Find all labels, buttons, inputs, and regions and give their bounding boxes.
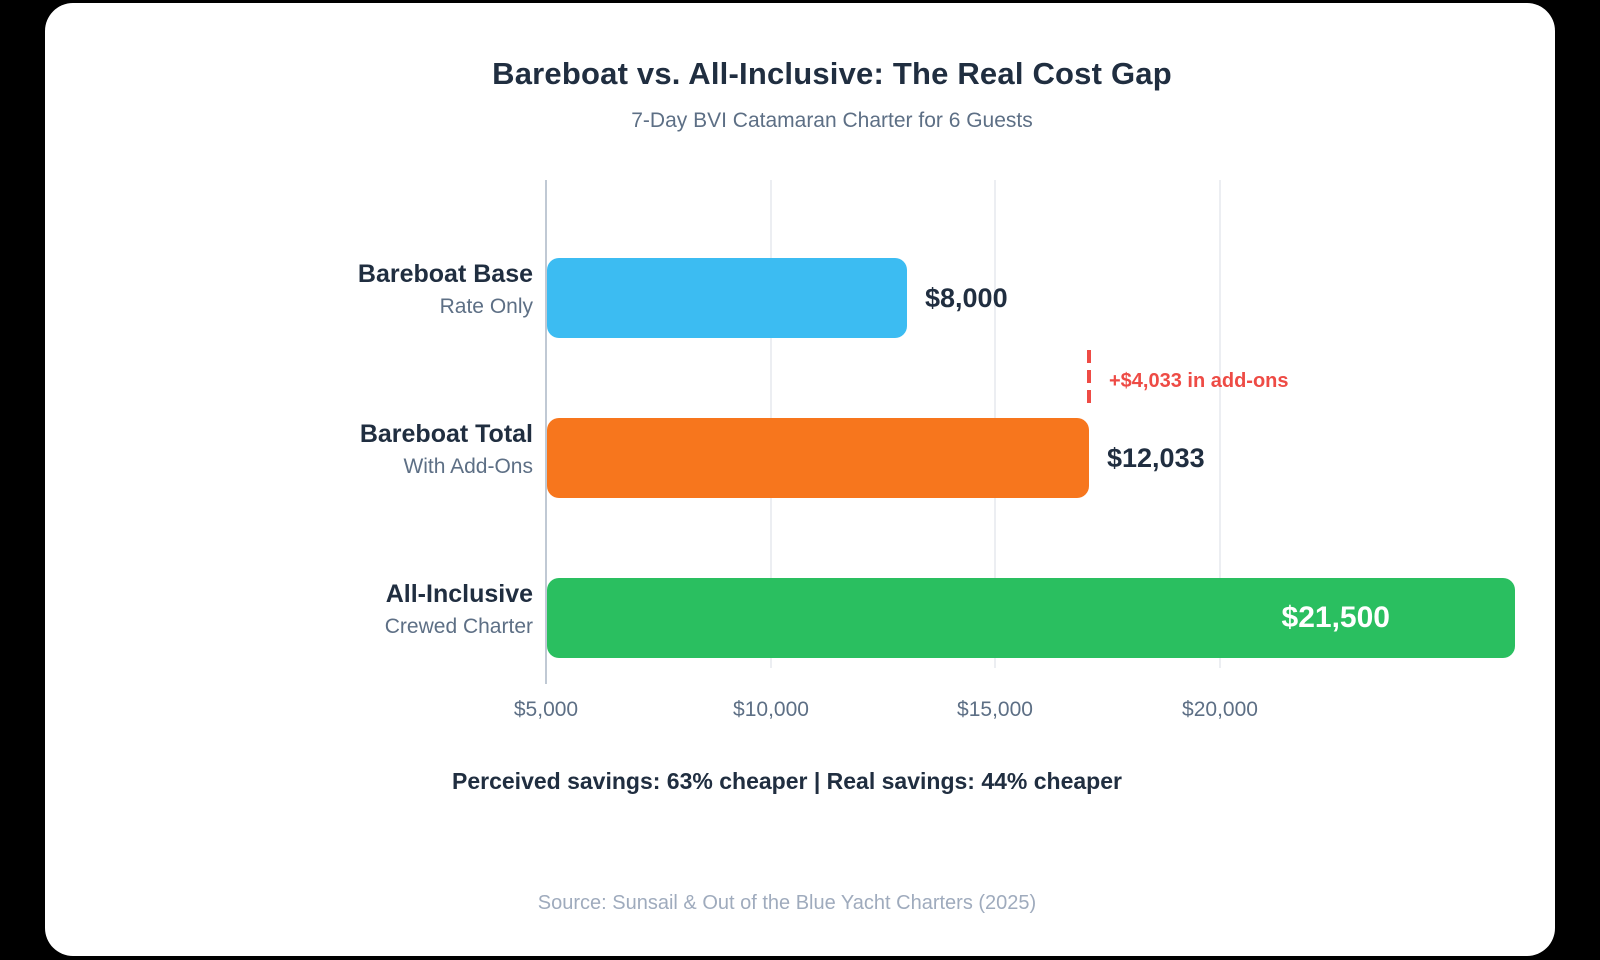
x-tick-label: $10,000 <box>733 698 809 721</box>
category-sublabel: Rate Only <box>439 295 533 318</box>
chart-title: Bareboat vs. All-Inclusive: The Real Cos… <box>492 56 1172 91</box>
category-label-bareboat-base: Bareboat Base Rate Only <box>140 258 533 320</box>
x-tick-label: $20,000 <box>1182 698 1258 721</box>
annotation-dashed-line <box>1087 350 1091 408</box>
category-label-bareboat-total: Bareboat Total With Add-Ons <box>140 418 533 480</box>
chart-subtitle: 7-Day BVI Catamaran Charter for 6 Guests <box>631 109 1033 132</box>
category-sublabel: Crewed Charter <box>384 615 533 638</box>
x-tick-label: $15,000 <box>957 698 1033 721</box>
bar-bareboat-total <box>547 418 1089 498</box>
category-sublabel: With Add-Ons <box>403 455 533 478</box>
annotation-label: +$4,033 in add-ons <box>1109 370 1289 392</box>
source-caption: Source: Sunsail & Out of the Blue Yacht … <box>537 892 1037 914</box>
gridline <box>1219 180 1221 668</box>
bar-all-inclusive <box>547 578 1515 658</box>
value-label-bareboat-total: $12,033 <box>1107 443 1205 473</box>
category-label-all-inclusive: All-Inclusive Crewed Charter <box>140 578 533 640</box>
value-label-bareboat-base: $8,000 <box>925 283 1008 313</box>
savings-footnote: Perceived savings: 63% cheaper | Real sa… <box>452 768 1122 794</box>
bar-bareboat-base <box>547 258 907 338</box>
category-label: Bareboat Base <box>357 260 533 288</box>
value-label-all-inclusive: $21,500 <box>1281 601 1390 634</box>
category-label: All-Inclusive <box>385 580 533 608</box>
category-label: Bareboat Total <box>359 420 533 448</box>
x-tick-label: $5,000 <box>513 698 579 721</box>
y-axis-line <box>545 180 547 684</box>
